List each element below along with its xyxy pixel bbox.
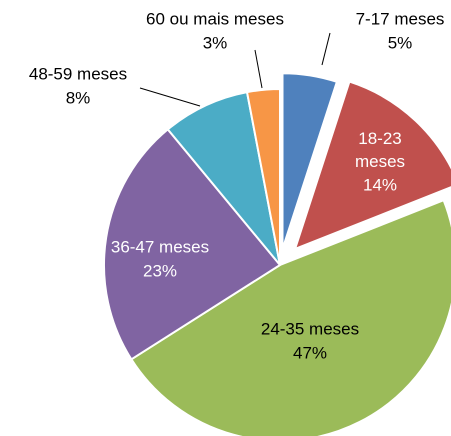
slice-label: 60 ou mais meses: [146, 9, 284, 28]
value-label: 23%: [143, 261, 177, 280]
slice-label: 48-59 meses: [29, 64, 127, 83]
value-label: 8%: [66, 88, 91, 107]
pie-slice: [245, 87, 281, 266]
pie-slice: [103, 127, 282, 361]
slice-label: 18-23 meses: [355, 129, 405, 171]
slice-label-line: meses: [355, 152, 405, 171]
slice-label: 24-35 meses: [261, 319, 359, 338]
value-label: 14%: [363, 175, 397, 194]
pie-slice: [166, 90, 281, 266]
pie-slice: [130, 198, 451, 436]
leader-line: [139, 87, 201, 107]
slice-label: 7-17 meses: [356, 9, 445, 28]
pie-slice: [281, 72, 339, 250]
slice-label-line: 18-23: [358, 129, 401, 148]
leader-line: [254, 49, 263, 89]
value-label: 3%: [203, 33, 228, 52]
value-label: 5%: [388, 33, 413, 52]
leader-line: [321, 32, 331, 66]
value-label: 47%: [293, 343, 327, 362]
pie-slice: [293, 80, 451, 251]
slice-label: 36-47 meses: [111, 237, 209, 256]
